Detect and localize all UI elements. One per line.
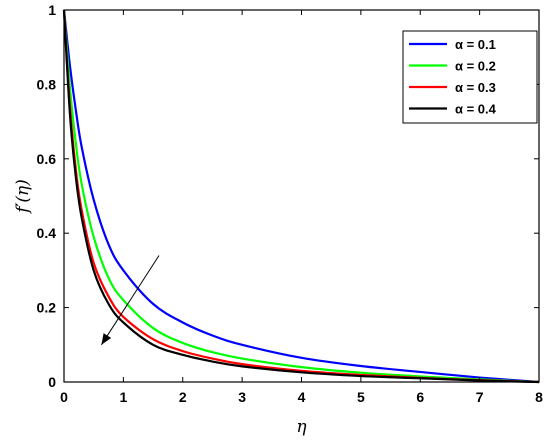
legend-label-4: α = 0.4 bbox=[455, 102, 497, 117]
x-tick-label: 7 bbox=[476, 389, 484, 405]
annotations bbox=[100, 255, 160, 346]
x-tick-label: 0 bbox=[60, 389, 68, 405]
series-line-4 bbox=[62, 9, 540, 384]
x-tick-label: 2 bbox=[179, 389, 187, 405]
legend-label-2: α = 0.2 bbox=[455, 59, 496, 74]
annotation-arrow-head bbox=[101, 333, 112, 345]
annotation-arrow-line bbox=[100, 255, 160, 346]
series-lines bbox=[62, 9, 540, 384]
x-axis-label: η bbox=[296, 417, 307, 437]
series-line-1 bbox=[62, 9, 540, 384]
x-tick-label: 5 bbox=[357, 389, 365, 405]
legend-label-1: α = 0.1 bbox=[455, 37, 496, 52]
legend: α = 0.1 α = 0.2 α = 0.3 α = 0.4 bbox=[402, 30, 538, 124]
y-tick-label: 0.8 bbox=[37, 76, 57, 92]
x-tick-label: 6 bbox=[416, 389, 424, 405]
series-line-2 bbox=[62, 9, 540, 384]
y-axis-ticks: 0 0.2 0.4 0.6 0.8 1 bbox=[37, 2, 539, 390]
y-tick-label: 0.6 bbox=[37, 151, 57, 167]
x-tick-label: 8 bbox=[535, 389, 543, 405]
y-tick-label: 1 bbox=[48, 2, 56, 18]
y-tick-label: 0 bbox=[48, 374, 56, 390]
y-tick-label: 0.4 bbox=[37, 225, 57, 241]
x-axis-ticks: 0 1 2 3 4 5 6 7 8 bbox=[60, 10, 543, 405]
x-tick-label: 4 bbox=[298, 389, 306, 405]
y-tick-label: 0.2 bbox=[37, 300, 57, 316]
legend-label-3: α = 0.3 bbox=[455, 80, 496, 95]
y-axis-label: f′(η) bbox=[13, 179, 33, 215]
x-tick-label: 3 bbox=[238, 389, 246, 405]
x-tick-label: 1 bbox=[119, 389, 127, 405]
